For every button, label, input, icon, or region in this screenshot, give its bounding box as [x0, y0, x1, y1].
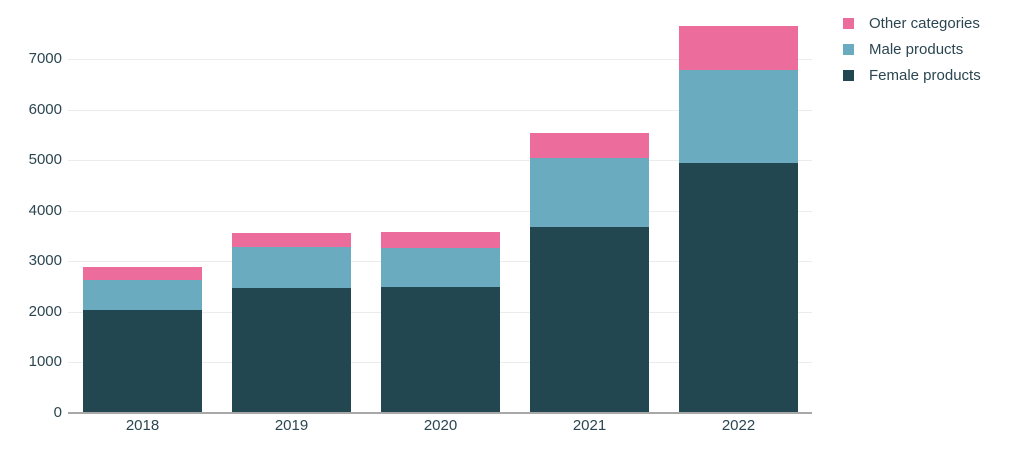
bar-segment-male-products-2019: [232, 247, 351, 289]
bar-segment-other-categories-2021: [530, 132, 649, 158]
legend-swatch-icon: [843, 70, 854, 81]
legend-swatch-icon: [843, 44, 854, 55]
x-axis-tick-label: 2020: [423, 417, 458, 434]
legend-swatch-icon: [843, 18, 854, 29]
y-gridline: [68, 211, 812, 212]
bar-segment-other-categories-2020: [381, 231, 500, 248]
bar-segment-female-products-2019: [232, 288, 351, 413]
y-gridline: [68, 59, 812, 60]
y-axis-tick-label: 1000: [28, 353, 62, 370]
bar-segment-other-categories-2022: [679, 25, 798, 71]
y-axis-tick-label: 4000: [28, 202, 62, 219]
y-axis-tick-label: 0: [53, 404, 62, 421]
y-axis-tick-label: 3000: [28, 252, 62, 269]
bar-segment-other-categories-2018: [83, 266, 202, 280]
x-axis-tick-label: 2018: [125, 417, 160, 434]
legend-item-label: Female products: [869, 66, 981, 84]
y-axis-tick-label: 5000: [28, 151, 62, 168]
legend-item-label: Other categories: [869, 14, 980, 32]
x-axis-baseline: [68, 412, 812, 414]
bar-segment-male-products-2021: [530, 157, 649, 227]
y-axis-tick-label: 7000: [28, 50, 62, 67]
legend-item-label: Male products: [869, 40, 964, 58]
legend-item-other-categories: Other categories: [843, 13, 981, 34]
legend: Other categories Male products Female prod…: [843, 13, 981, 91]
x-axis-tick-label: 2021: [572, 417, 607, 434]
bar-segment-female-products-2018: [83, 310, 202, 413]
bar-segment-male-products-2020: [381, 247, 500, 288]
y-gridline: [68, 160, 812, 161]
bar-segment-other-categories-2019: [232, 233, 351, 248]
x-axis-tick-label: 2022: [721, 417, 756, 434]
bar-segment-female-products-2020: [381, 287, 500, 413]
x-axis-tick-label: 2019: [274, 417, 309, 434]
bar-segment-male-products-2018: [83, 279, 202, 311]
legend-item-male-products: Male products: [843, 39, 981, 60]
legend-item-female-products: Female products: [843, 65, 981, 86]
y-axis-tick-label: 6000: [28, 101, 62, 118]
bar-segment-female-products-2021: [530, 226, 649, 413]
bar-segment-male-products-2022: [679, 70, 798, 163]
bar-segment-female-products-2022: [679, 162, 798, 413]
y-axis-tick-label: 2000: [28, 303, 62, 320]
y-gridline: [68, 110, 812, 111]
